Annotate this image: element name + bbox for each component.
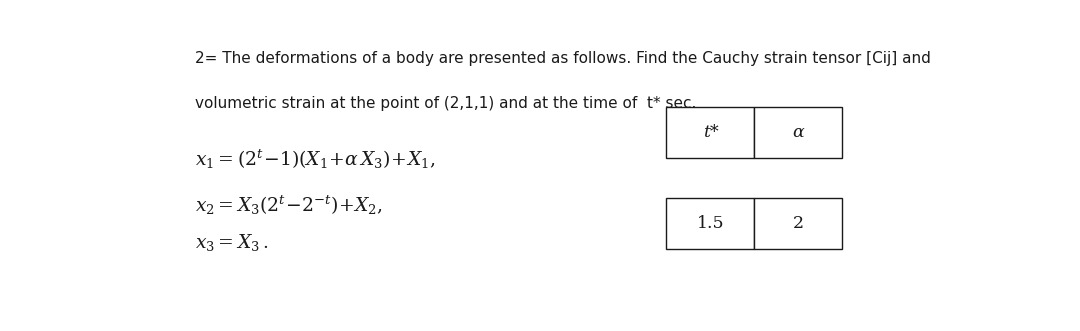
Text: $x_1 =(2^t\!-\!1)(X_1\!+\!\alpha\, X_3)\!+\!X_1,$: $x_1 =(2^t\!-\!1)(X_1\!+\!\alpha\, X_3)\…: [195, 148, 435, 171]
Bar: [754, 198, 842, 249]
Text: 2: 2: [793, 215, 804, 232]
Text: t*: t*: [703, 124, 718, 141]
Bar: [666, 198, 754, 249]
Bar: [666, 107, 754, 158]
Text: $x_2 = X_3(2^t\!-\!2^{-t})\!+\!X_2,$: $x_2 = X_3(2^t\!-\!2^{-t})\!+\!X_2,$: [195, 194, 383, 217]
Text: $x_3 = X_3\,.$: $x_3 = X_3\,.$: [195, 232, 269, 253]
Text: 2= The deformations of a body are presented as follows. Find the Cauchy strain t: 2= The deformations of a body are presen…: [195, 51, 931, 66]
Text: volumetric strain at the point of (2,1,1) and at the time of  t* sec.: volumetric strain at the point of (2,1,1…: [195, 96, 697, 111]
Text: 1.5: 1.5: [697, 215, 725, 232]
Text: α: α: [793, 124, 805, 141]
Bar: [754, 107, 842, 158]
